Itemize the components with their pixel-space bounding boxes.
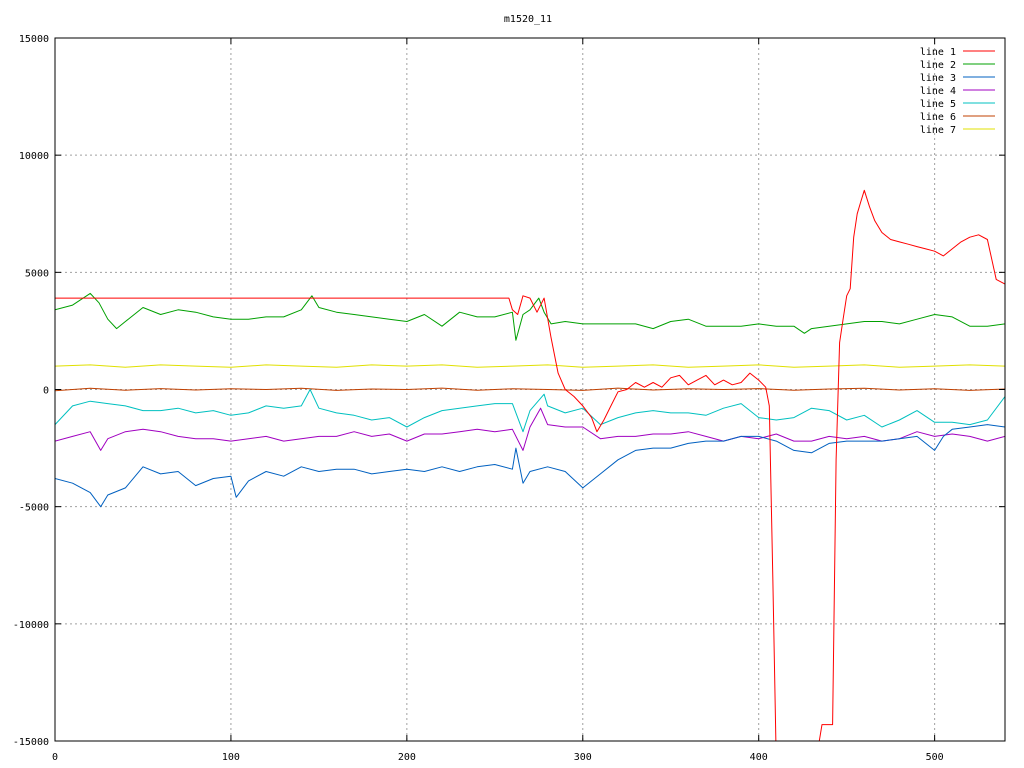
legend-label: line 1 xyxy=(920,47,956,58)
series-line-2 xyxy=(55,292,1005,341)
x-tick-label: 200 xyxy=(398,752,416,763)
legend-label: line 4 xyxy=(920,86,956,97)
series-line-6 xyxy=(55,387,1005,392)
legend-label: line 7 xyxy=(920,125,956,136)
x-tick-label: 0 xyxy=(52,752,58,763)
series-line-1 xyxy=(55,189,1005,741)
grid xyxy=(55,38,1005,741)
series-line-7 xyxy=(55,364,1005,368)
x-tick-label: 400 xyxy=(750,752,768,763)
chart-title: m1520_11 xyxy=(504,14,552,25)
x-axis: 0 100 200 300 400 500 xyxy=(52,38,944,763)
series-line-4 xyxy=(55,407,1005,451)
series-line-3 xyxy=(55,424,1005,508)
series-line-5 xyxy=(55,389,1005,433)
x-tick-label: 300 xyxy=(574,752,592,763)
legend-label: line 2 xyxy=(920,60,956,71)
y-tick-label: 5000 xyxy=(25,268,49,279)
y-tick-label: -5000 xyxy=(19,503,49,514)
legend: line 1 line 2 line 3 line 4 line 5 line 6 line… xyxy=(920,47,995,136)
y-tick-label: 10000 xyxy=(19,151,49,162)
x-tick-label: 500 xyxy=(926,752,944,763)
y-tick-label: -15000 xyxy=(13,737,49,748)
x-tick-label: 100 xyxy=(222,752,240,763)
y-tick-label: 15000 xyxy=(19,34,49,45)
y-tick-label: 0 xyxy=(43,386,49,397)
legend-label: line 6 xyxy=(920,112,956,123)
legend-label: line 5 xyxy=(920,99,956,110)
y-tick-label: -10000 xyxy=(13,620,49,631)
legend-label: line 3 xyxy=(920,73,956,84)
y-axis: -15000 -10000 -5000 0 5000 10000 15000 xyxy=(13,34,1005,748)
series-layer xyxy=(55,189,1005,741)
